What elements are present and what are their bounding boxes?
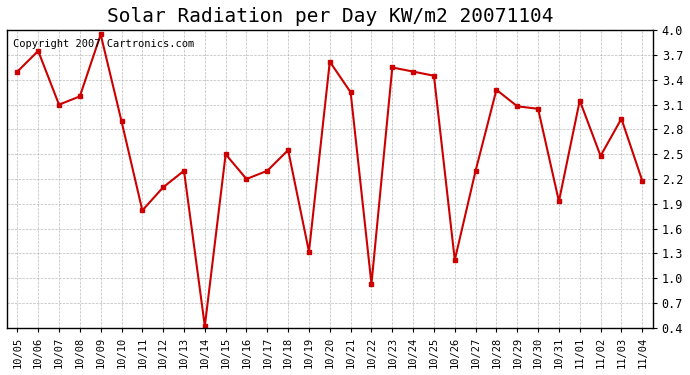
- Title: Solar Radiation per Day KW/m2 20071104: Solar Radiation per Day KW/m2 20071104: [106, 7, 553, 26]
- Text: Copyright 2007 Cartronics.com: Copyright 2007 Cartronics.com: [13, 39, 195, 49]
